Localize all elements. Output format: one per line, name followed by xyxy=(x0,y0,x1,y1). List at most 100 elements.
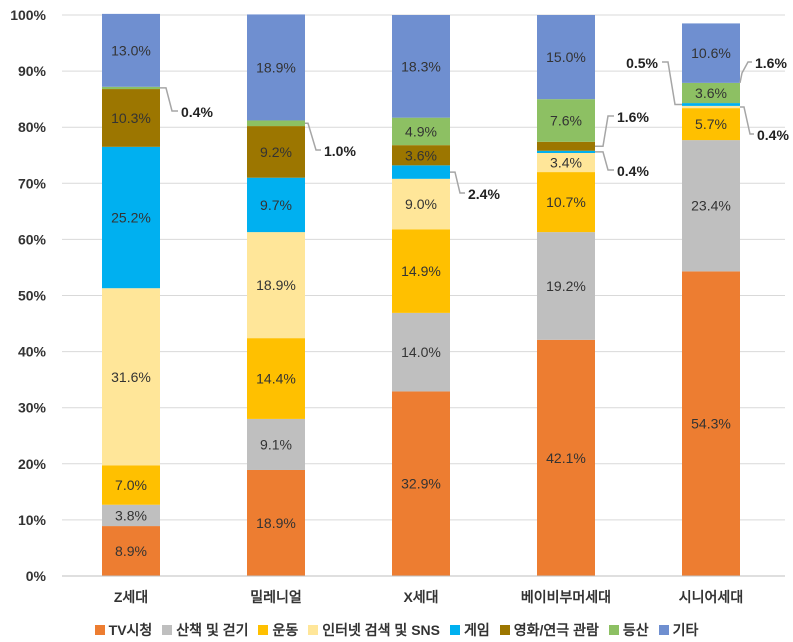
x-tick-label: Z세대 xyxy=(114,589,148,605)
data-label: 9.1% xyxy=(260,436,292,452)
legend-label: 기타 xyxy=(672,622,699,638)
y-tick-label: 10% xyxy=(18,512,47,528)
y-tick-label: 20% xyxy=(18,456,47,472)
data-label: 9.0% xyxy=(405,196,437,212)
callout-label: 0.4% xyxy=(617,163,649,179)
y-tick-label: 40% xyxy=(18,344,47,360)
legend: TV시청 산책 및 걷기 운동 인터넷 검색 및 SNS 게임 영화/연극 관람 등산 기타 xyxy=(0,618,793,642)
callout-label: 0.5% xyxy=(626,55,658,71)
y-tick-label: 60% xyxy=(18,231,47,247)
y-tick-label: 80% xyxy=(18,119,47,135)
y-tick-label: 100% xyxy=(10,7,46,23)
data-label: 14.9% xyxy=(401,263,441,279)
legend-label: 산책 및 걷기 xyxy=(176,622,249,638)
bar-segment xyxy=(537,99,595,142)
data-label: 42.1% xyxy=(546,450,586,466)
x-tick-label: 시니어세대 xyxy=(679,589,743,605)
legend-item: 등산 xyxy=(608,620,649,640)
y-axis: 0% 10% 20% 30% 40% 50% 60% 70% 80% 90% 100% xyxy=(10,7,46,584)
callout-line xyxy=(662,61,682,106)
legend-label: TV시청 xyxy=(108,622,153,638)
data-label: 14.4% xyxy=(256,371,296,387)
bar-segment xyxy=(247,232,305,339)
bar-segment xyxy=(537,141,595,151)
callout-label: 2.4% xyxy=(468,186,500,202)
inside-labels-group: 8.9% 3.8% 7.0% 31.6% 25.2% 10.3% 13.0% 18.9% 9.1… xyxy=(111,42,731,559)
callout-line xyxy=(740,106,754,135)
bar-segment xyxy=(392,312,450,392)
legend-label: 등산 xyxy=(622,622,649,638)
bar-segment xyxy=(537,153,595,173)
bar-segment xyxy=(247,177,305,233)
data-label: 8.9% xyxy=(115,543,147,559)
data-label: 3.6% xyxy=(695,85,727,101)
bar-segment xyxy=(247,469,305,576)
data-label: 10.7% xyxy=(546,194,586,210)
data-label: 9.7% xyxy=(260,197,292,213)
bar-segment xyxy=(537,15,595,100)
data-label: 19.2% xyxy=(546,278,586,294)
bar-segment xyxy=(102,465,160,505)
legend-swatch xyxy=(258,625,269,635)
legend-swatch xyxy=(308,625,319,635)
bar-segment xyxy=(682,23,740,83)
bar-segment xyxy=(392,178,450,230)
legend-swatch xyxy=(658,625,669,635)
callout-line xyxy=(305,122,321,151)
callout-line xyxy=(160,87,178,112)
data-label: 13.0% xyxy=(111,42,151,58)
callout-label: 1.6% xyxy=(617,109,649,125)
legend-item: 기타 xyxy=(658,620,699,640)
callout-label: 1.6% xyxy=(755,55,787,71)
bar-segment xyxy=(247,14,305,121)
legend-item: 산책 및 걷기 xyxy=(162,620,248,640)
legend-swatch xyxy=(608,625,619,635)
bar-segment xyxy=(392,391,450,576)
bar-segment xyxy=(392,117,450,146)
data-label: 18.3% xyxy=(401,58,441,74)
bar-segment xyxy=(682,108,740,141)
bar-segment xyxy=(102,146,160,289)
data-label: 18.9% xyxy=(256,59,296,75)
x-axis: Z세대 밀레니얼 X세대 베이비부머세대 시니어세대 xyxy=(62,575,785,605)
bar-segment xyxy=(682,271,740,576)
bar-segment xyxy=(682,82,740,104)
legend-swatch xyxy=(450,625,460,635)
bar-segment xyxy=(392,145,450,166)
callout-label: 0.4% xyxy=(757,127,789,143)
bar-segment xyxy=(537,232,595,340)
bars-group xyxy=(102,13,740,576)
data-label: 18.9% xyxy=(256,515,296,531)
data-label: 7.0% xyxy=(115,477,147,493)
legend-swatch xyxy=(162,625,173,635)
y-tick-label: 0% xyxy=(26,568,47,584)
data-label: 9.2% xyxy=(260,144,292,160)
bar-segment xyxy=(102,86,160,90)
legend-item: 운동 xyxy=(258,620,298,640)
bar-segment xyxy=(537,339,595,576)
x-tick-label: 베이비부머세대 xyxy=(521,589,611,605)
data-label: 23.4% xyxy=(691,198,731,214)
data-label: 54.3% xyxy=(691,416,731,432)
data-label: 5.7% xyxy=(695,116,727,132)
callout-line xyxy=(739,61,752,84)
x-tick-label: 밀레니얼 xyxy=(250,589,302,605)
data-label: 18.9% xyxy=(256,277,296,293)
legend-item: 인터넷 검색 및 SNS xyxy=(308,620,440,640)
x-tick-label: X세대 xyxy=(403,589,438,605)
bar-segment xyxy=(682,105,740,109)
callout-label: 1.0% xyxy=(324,143,356,159)
bar-segment xyxy=(392,15,450,118)
data-label: 4.9% xyxy=(405,123,437,139)
data-label: 3.4% xyxy=(550,155,582,171)
bar-segment xyxy=(247,418,305,470)
bar-segment xyxy=(682,103,740,106)
callout-line xyxy=(595,115,614,148)
bar-segment xyxy=(537,172,595,233)
bar-segment xyxy=(102,13,160,87)
data-label: 14.0% xyxy=(401,344,441,360)
bar-segment xyxy=(247,126,305,178)
data-label: 3.6% xyxy=(405,147,437,163)
bar-segment xyxy=(392,165,450,179)
bar-segment xyxy=(247,120,305,127)
